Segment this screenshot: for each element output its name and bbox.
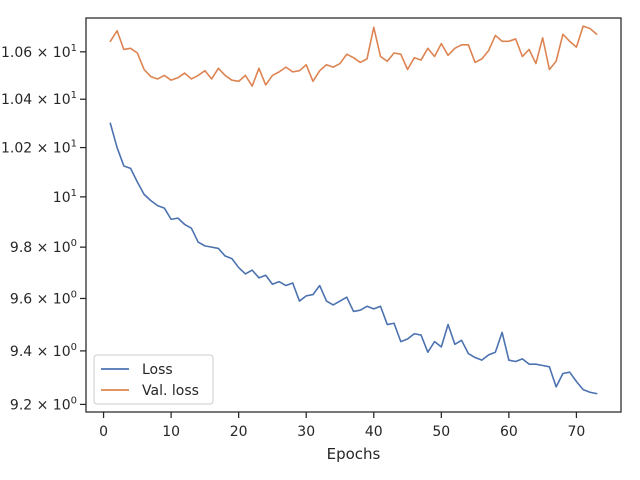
y-tick-label: 9.4 × 100 <box>10 342 77 360</box>
y-tick-exponent: 1 <box>71 139 77 150</box>
y-tick-exponent: 1 <box>71 43 77 54</box>
y-tick-base: 1.04 × 10 <box>1 92 71 108</box>
y-tick-base: 10 <box>53 190 71 206</box>
x-tick-label: 0 <box>99 424 108 440</box>
x-tick-label: 30 <box>297 424 315 440</box>
y-tick-base: 9.8 × 10 <box>10 240 71 256</box>
series-line-val-loss <box>109 25 598 87</box>
plot-area <box>109 25 598 395</box>
legend: Loss Val. loss <box>93 354 214 405</box>
x-tick-label: 40 <box>365 424 383 440</box>
y-tick-exponent: 1 <box>71 188 77 199</box>
x-tick-label: 50 <box>432 424 450 440</box>
y-tick-base: 9.2 × 10 <box>10 397 71 413</box>
y-tick-exponent: 0 <box>71 395 77 406</box>
y-tick-exponent: 0 <box>71 342 77 353</box>
legend-label: Val. loss <box>142 383 199 399</box>
y-tick-base: 1.06 × 10 <box>1 45 71 61</box>
x-tick-label: 10 <box>162 424 180 440</box>
y-tick-base: 1.02 × 10 <box>1 141 71 157</box>
axes-frame <box>85 17 622 413</box>
y-tick-base: 9.4 × 10 <box>10 344 71 360</box>
y-tick-base: 9.6 × 10 <box>10 291 71 307</box>
legend-box <box>93 354 214 405</box>
y-tick-label: 1.02 × 101 <box>1 139 77 157</box>
y-tick-label: 1.06 × 101 <box>1 43 77 61</box>
y-tick-exponent: 0 <box>71 238 77 249</box>
y-tick-label: 101 <box>53 188 77 206</box>
y-tick-label: 1.04 × 101 <box>1 90 77 108</box>
x-tick-label: 70 <box>568 424 586 440</box>
y-tick-exponent: 0 <box>71 289 77 300</box>
x-tick-label: 60 <box>500 424 518 440</box>
y-tick-label: 9.6 × 100 <box>10 289 77 307</box>
y-tick-exponent: 1 <box>71 90 77 101</box>
series-line-loss <box>109 122 598 395</box>
x-axis-label: Epochs <box>327 445 381 463</box>
x-tick-label: 20 <box>230 424 248 440</box>
y-tick-label: 9.8 × 100 <box>10 238 77 256</box>
legend-label: Loss <box>142 362 173 378</box>
x-axis: 0 10 20 30 40 50 60 70 <box>99 412 585 440</box>
y-tick-label: 9.2 × 100 <box>10 395 77 413</box>
